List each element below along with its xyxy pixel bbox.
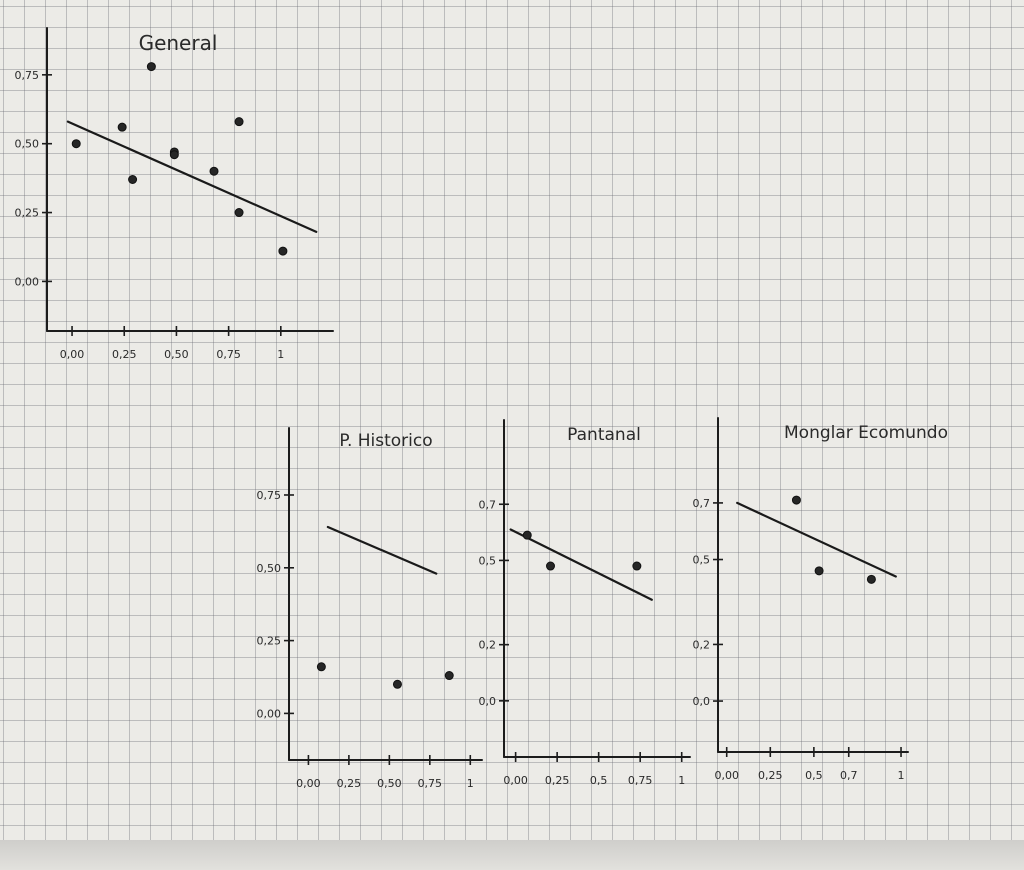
data-point [316,662,326,672]
x-tick-label: 0,75 [628,774,653,787]
x-tick-label: 0,00 [503,774,528,787]
chart-pantanal: Pantanal 0,00 0,25 0,5 0,75 1 0,0 0,2 0,5 0,7 [479,419,691,787]
data-point [71,139,81,149]
x-tick-label: 0,25 [758,769,783,782]
x-tick-label: 1 [277,348,284,361]
x-tick-label: 1 [467,777,474,790]
y-tick-label: 0,25 [15,207,40,220]
x-tick-label: 0,5 [805,769,823,782]
data-point [632,561,642,571]
chart-title: Monglar Ecomundo [784,423,948,443]
data-point [444,671,454,681]
x-tick-label: 0,00 [296,777,321,790]
x-tick-label: 0,5 [590,774,608,787]
x-tick-label: 0,25 [112,348,137,361]
x-tick-label: 0,00 [714,769,739,782]
x-tick-label: 0,50 [377,777,402,790]
y-tick-label: 0,00 [257,707,282,720]
y-tick-label: 0,7 [479,498,497,511]
x-tick-label: 0,50 [164,348,189,361]
data-point [791,495,801,505]
y-tick-label: 0,5 [479,554,497,567]
y-tick-label: 0,75 [257,489,282,502]
y-tick-label: 0,7 [693,497,711,510]
y-tick-label: 0,75 [15,69,40,82]
x-tick-label: 0,00 [60,348,85,361]
data-point [234,208,244,218]
data-point [128,175,138,184]
data-point [392,679,402,689]
data-point [169,150,179,160]
y-tick-label: 0,0 [479,695,497,708]
trend-line [509,528,653,601]
chart-title: General [139,31,218,55]
y-tick-label: 0,2 [479,639,497,652]
chart-title: P. Historico [339,431,432,451]
chart-monglar-ecomundo: Monglar Ecomundo 0,00 0,25 0,5 0,7 1 0,0 0,2 0,5… [693,417,948,782]
trend-line [66,120,318,233]
chart-general: General 0,00 0,25 0,50 0,75 1 0,00 0,25 0,50 0,75 [15,27,334,361]
x-tick-label: 1 [898,769,905,782]
chart-title: Pantanal [567,425,641,445]
x-tick-label: 1 [678,774,685,787]
data-point [278,246,288,256]
x-tick-label: 0,7 [840,769,858,782]
y-tick-label: 0,50 [15,138,40,151]
x-tick-label: 0,75 [216,348,241,361]
y-tick-label: 0,25 [257,635,282,648]
x-tick-label: 0,75 [418,777,443,790]
data-point [234,117,244,127]
y-tick-label: 0,50 [257,562,282,575]
data-point [117,122,127,132]
y-tick-label: 0,0 [693,695,711,708]
chart-p-historico: P. Historico 0,00 0,25 0,50 0,75 1 0,00 0,25 0,5… [257,427,483,790]
y-tick-label: 0,2 [693,638,711,651]
x-tick-label: 0,25 [545,774,570,787]
data-point [209,166,219,176]
trend-line [736,501,897,578]
data-point [814,566,824,576]
data-point [522,530,532,540]
paper-edge-shadow [0,840,1024,870]
y-tick-label: 0,5 [693,554,711,567]
data-point [546,561,555,571]
graph-paper [0,0,1024,840]
data-point [866,574,876,584]
x-tick-label: 0,25 [337,777,362,790]
trend-line [326,525,438,575]
data-point [146,62,156,72]
y-tick-label: 0,00 [15,275,40,288]
